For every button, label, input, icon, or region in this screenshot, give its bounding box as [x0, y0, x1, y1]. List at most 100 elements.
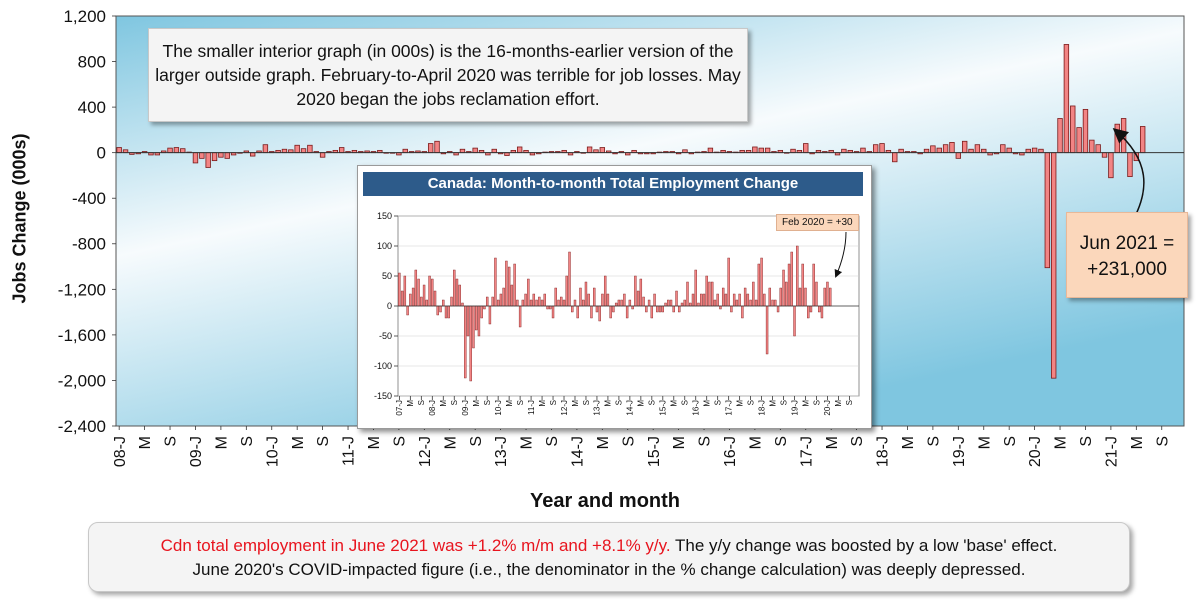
main-xtick-label: M: [366, 436, 383, 449]
inset-bar: [464, 305, 467, 379]
main-xtick-label: S: [1154, 436, 1171, 447]
main-ytick-label: -1,200: [58, 280, 106, 299]
jun-2021-callout: Jun 2021 = +231,000: [1066, 212, 1188, 298]
inset-bar: [823, 287, 826, 307]
main-bar: [205, 152, 211, 168]
main-ytick-label: -400: [72, 189, 106, 208]
inset-bar: [450, 296, 453, 307]
inset-bar: [768, 287, 772, 307]
inset-bar: [719, 305, 722, 310]
inset-bar: [771, 299, 774, 307]
inset-bar: [812, 263, 815, 307]
inset-xtick-label: 10-J: [494, 400, 503, 416]
inset-bar: [713, 299, 717, 307]
main-xtick-label: 17-J: [798, 436, 815, 467]
main-xtick-label: M: [442, 436, 459, 449]
inset-bar: [697, 302, 700, 307]
inset-xtick-label: M: [735, 400, 744, 407]
inset-bar: [398, 272, 401, 307]
main-bar: [892, 152, 898, 163]
main-xtick-label: 18-J: [875, 436, 892, 467]
inset-bar: [705, 275, 708, 307]
main-bar: [1038, 148, 1044, 154]
inset-bar: [601, 293, 604, 307]
inset-bar: [584, 281, 588, 307]
inset-xtick-label: 08-J: [428, 400, 437, 416]
inset-bar: [579, 287, 582, 307]
main-x-axis: 08-J M S 09-J M S 10-J M S 11-J M S 12-J M S 13-J M S 14-J…: [112, 426, 1171, 467]
main-xtick-label: S: [925, 436, 942, 447]
inset-xtick-label: 17-J: [724, 400, 733, 416]
inset-bar: [796, 245, 799, 307]
inset-bar: [433, 290, 437, 307]
inset-bar: [620, 299, 623, 307]
main-xtick-label: 08-J: [112, 436, 129, 467]
inset-bar: [538, 296, 541, 307]
main-xtick-label: 16-J: [722, 436, 739, 467]
main-bar: [1114, 123, 1120, 154]
main-ytick-label: -800: [72, 235, 106, 254]
inset-bar: [785, 281, 788, 307]
inset-xtick-label: M: [834, 400, 843, 407]
inset-bar: [582, 299, 585, 307]
inset-ytick-label: 0: [387, 301, 392, 311]
main-ytick-label: -2,400: [58, 417, 106, 436]
main-bar: [281, 148, 288, 154]
feb-2020-callout: Feb 2020 = +30: [776, 214, 859, 231]
inset-bar: [494, 257, 497, 307]
main-bar: [872, 144, 879, 154]
inset-bar: [749, 299, 752, 307]
inset-bar: [480, 305, 483, 319]
inset-xtick-label: 11-J: [527, 400, 536, 415]
inset-xtick-label: M: [472, 400, 481, 407]
inset-xtick-label: 15-J: [659, 400, 668, 416]
inset-bar: [598, 305, 601, 322]
main-xtick-label: 12-J: [417, 436, 434, 467]
main-bar: [949, 142, 955, 154]
inset-bar: [730, 305, 733, 313]
inset-bar: [675, 290, 678, 307]
inset-xtick-label: M: [439, 400, 448, 407]
inset-bar: [439, 305, 442, 313]
inset-bar: [444, 305, 448, 319]
inset-bar: [631, 305, 634, 310]
main-bar: [758, 147, 764, 154]
inset-bar: [787, 263, 791, 307]
inset-bar: [587, 293, 590, 307]
inset-bar: [428, 275, 431, 307]
main-xtick-label: M: [1053, 436, 1070, 449]
main-bar: [307, 144, 313, 154]
footer-highlight: Cdn total employment in June 2021 was +1…: [160, 536, 671, 555]
inset-bar: [518, 305, 522, 328]
inset-xtick-label: 07-J: [395, 400, 404, 416]
inset-bar: [595, 305, 599, 313]
inset-bar: [636, 290, 640, 307]
main-xtick-label: S: [849, 436, 866, 447]
main-bar: [981, 148, 987, 154]
inset-bar: [754, 299, 758, 307]
inset-bar: [425, 299, 429, 307]
inset-bar: [549, 305, 552, 310]
main-bar: [294, 144, 300, 154]
main-xtick-label: M: [976, 436, 993, 449]
inset-bar: [702, 293, 706, 307]
main-bar: [1000, 144, 1006, 154]
inset-bar: [513, 263, 516, 307]
inset-bar: [628, 299, 632, 307]
inset-xtick-label: S: [417, 400, 426, 405]
main-xtick-label: 11-J: [341, 436, 358, 466]
inset-bar: [752, 281, 755, 307]
inset-xtick-label: S: [713, 400, 722, 405]
inset-bar: [760, 257, 763, 307]
inset-xtick-label: 18-J: [757, 400, 766, 416]
main-bar: [1101, 152, 1108, 158]
inset-bar: [689, 302, 692, 307]
inset-bar: [790, 251, 793, 307]
inset-bar: [455, 278, 459, 307]
inset-xtick-label: 16-J: [692, 400, 701, 416]
main-bar: [898, 148, 904, 154]
main-xtick-label: M: [519, 436, 536, 449]
inset-bar: [735, 299, 739, 307]
main-xtick-label: M: [824, 436, 841, 449]
inset-bar: [461, 302, 464, 307]
